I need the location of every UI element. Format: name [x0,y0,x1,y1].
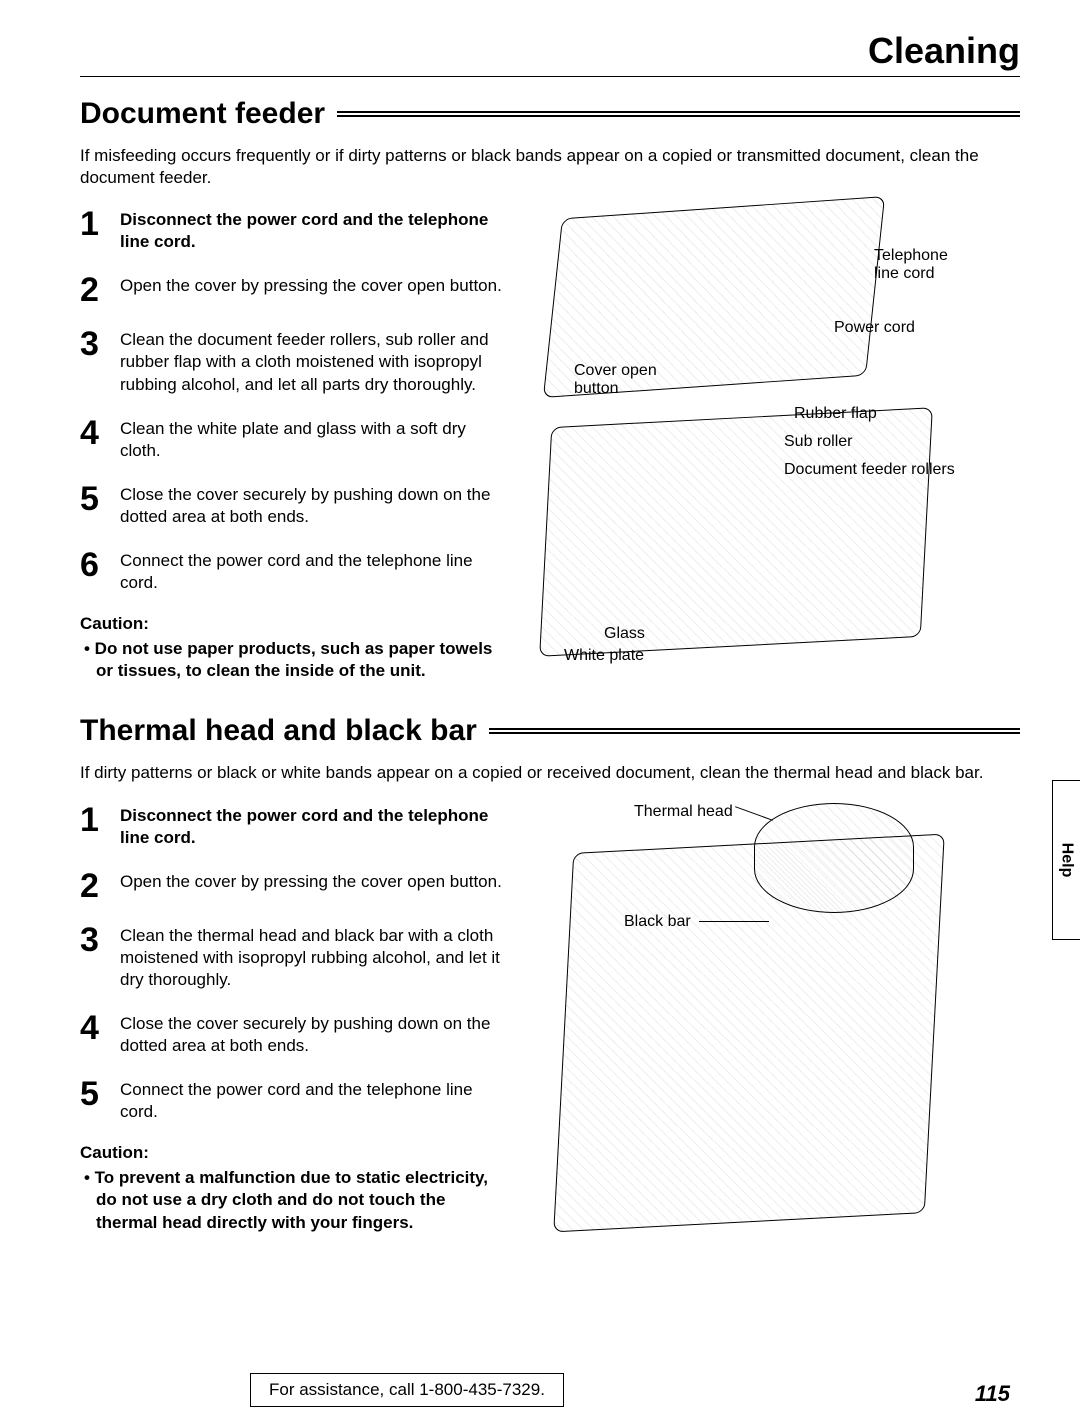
step-text: Disconnect the power cord and the teleph… [120,207,510,253]
section-title-1: Document feeder [80,97,337,131]
section-header-1: Document feeder [80,97,1020,131]
step-text: Connect the power cord and the telephone… [120,1077,510,1123]
step-text: Clean the document feeder rollers, sub r… [120,327,510,395]
side-tab: Help [1052,780,1080,940]
step-text: Close the cover securely by pushing down… [120,482,510,528]
step-num: 4 [80,416,120,450]
fig-label: Telephone line cord [874,247,974,282]
caution-label: Caution: [80,1143,510,1163]
steps-col-2: 1 Disconnect the power cord and the tele… [80,803,510,1243]
fig-label: White plate [564,647,644,665]
step-text: Disconnect the power cord and the teleph… [120,803,510,849]
step: 3 Clean the thermal head and black bar w… [80,923,510,991]
leader-line-icon [735,806,773,821]
caution-item: • Do not use paper products, such as pap… [80,638,510,682]
figure-col-2: Thermal head Black bar [534,803,1020,1243]
page: Cleaning Document feeder If misfeeding o… [0,0,1080,1427]
fig-label: Black bar [624,913,691,931]
step: 4 Close the cover securely by pushing do… [80,1011,510,1057]
fig-label: Sub roller [784,433,852,451]
page-title: Cleaning [80,30,1020,72]
step-num: 3 [80,327,120,361]
step-num: 1 [80,207,120,241]
section-intro-1: If misfeeding occurs frequently or if di… [80,145,1020,189]
page-number: 115 [975,1381,1010,1407]
fig-label: Power cord [834,319,915,337]
section-header-2: Thermal head and black bar [80,714,1020,748]
step: 1 Disconnect the power cord and the tele… [80,803,510,849]
step-num: 5 [80,1077,120,1111]
section-rule-2 [489,728,1020,734]
step-num: 1 [80,803,120,837]
step-text: Connect the power cord and the telephone… [120,548,510,594]
step-num: 2 [80,869,120,903]
step: 5 Connect the power cord and the telepho… [80,1077,510,1123]
steps-col-1: 1 Disconnect the power cord and the tele… [80,207,510,690]
title-rule [80,76,1020,77]
step: 2 Open the cover by pressing the cover o… [80,869,510,903]
step-text: Open the cover by pressing the cover ope… [120,869,502,893]
step-text: Clean the thermal head and black bar wit… [120,923,510,991]
section-rule-1 [337,111,1020,117]
fig-label: Rubber flap [794,405,877,423]
assistance-box: For assistance, call 1-800-435-7329. [250,1373,564,1407]
figure-col-1: Telephone line cord Power cord Cover ope… [534,207,1020,690]
step-text: Open the cover by pressing the cover ope… [120,273,502,297]
section-body-2: 1 Disconnect the power cord and the tele… [80,803,1020,1243]
fig-label: Glass [604,625,645,643]
section-intro-2: If dirty patterns or black or white band… [80,762,1020,784]
step: 3 Clean the document feeder rollers, sub… [80,327,510,395]
step: 1 Disconnect the power cord and the tele… [80,207,510,253]
step-num: 4 [80,1011,120,1045]
step-num: 3 [80,923,120,957]
step-num: 2 [80,273,120,307]
device-illustration-icon [539,407,933,657]
step: 6 Connect the power cord and the telepho… [80,548,510,594]
caution-label: Caution: [80,614,510,634]
step-num: 5 [80,482,120,516]
leader-line-icon [699,921,769,922]
step: 4 Clean the white plate and glass with a… [80,416,510,462]
figure-1: Telephone line cord Power cord Cover ope… [534,207,1020,667]
figure-2: Thermal head Black bar [534,803,1020,1243]
step-text: Close the cover securely by pushing down… [120,1011,510,1057]
section-title-2: Thermal head and black bar [80,714,489,748]
step: 5 Close the cover securely by pushing do… [80,482,510,528]
step-num: 6 [80,548,120,582]
step: 2 Open the cover by pressing the cover o… [80,273,510,307]
step-text: Clean the white plate and glass with a s… [120,416,510,462]
device-illustration-icon [754,803,914,913]
fig-label: Thermal head [634,803,733,821]
caution-item: • To prevent a malfunction due to static… [80,1167,510,1233]
fig-label: Document feeder rollers [784,461,955,479]
fig-label: Cover open button [574,362,664,397]
side-tab-label: Help [1058,843,1076,878]
section-body-1: 1 Disconnect the power cord and the tele… [80,207,1020,690]
